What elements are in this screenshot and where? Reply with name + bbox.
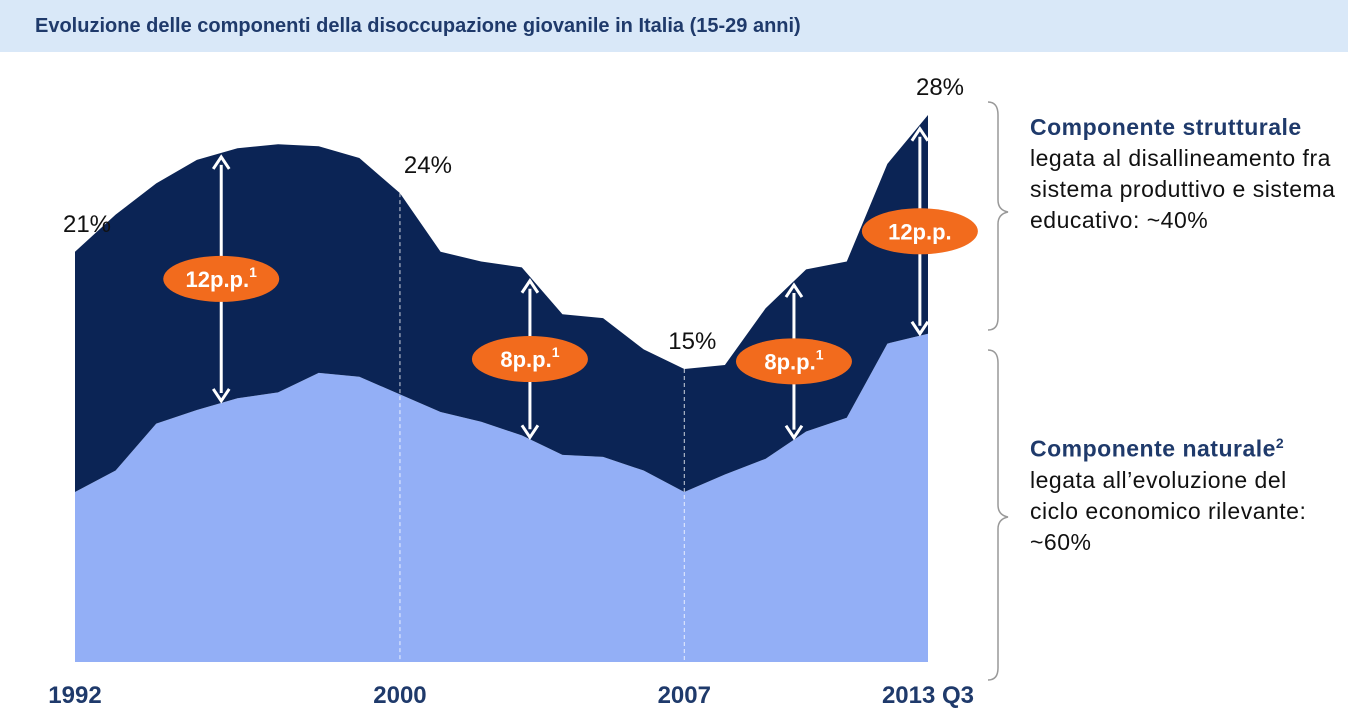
- total-label: 28%: [916, 74, 964, 101]
- x-tick-label: 2013 Q3: [882, 682, 974, 709]
- legend-description: legata al disallineamento fra sistema pr…: [1030, 145, 1336, 233]
- gap-badge: [735, 338, 852, 385]
- legend-label: Componente naturale: [1030, 435, 1276, 462]
- legend-label: Componente strutturale: [1030, 114, 1302, 140]
- gap-badge: [471, 336, 588, 383]
- gap-label-text: 8p.p.: [500, 347, 551, 372]
- gap-badge: [163, 255, 280, 302]
- gap-badge: [861, 208, 978, 255]
- gap-label-text: 8p.p.: [764, 349, 815, 374]
- gap-label: 12p.p.1: [186, 264, 258, 292]
- gap-label: 8p.p.1: [500, 344, 559, 372]
- gap-label-text: 12p.p.: [888, 219, 952, 244]
- legend-sup: 2: [1275, 435, 1285, 451]
- arrow-head: [211, 154, 231, 170]
- gap-label: 8p.p.1: [764, 346, 823, 374]
- legend-entry: Componente strutturale legata al disalli…: [1030, 112, 1342, 236]
- gap-label-sup: 1: [552, 344, 560, 360]
- total-label: 21%: [63, 211, 111, 238]
- x-tick-label: 2000: [373, 682, 426, 709]
- arrow-head: [520, 278, 540, 294]
- area: [75, 115, 928, 493]
- gap-label-sup: 1: [816, 346, 824, 362]
- gap-label: 12p.p.: [888, 219, 952, 244]
- total-label: 15%: [668, 328, 716, 355]
- bracket: [987, 101, 1009, 331]
- chart-title: Evoluzione delle componenti della disocc…: [0, 0, 1348, 52]
- arrow-head: [910, 126, 930, 142]
- legend-entry: Componente naturale2 legata all’evoluzio…: [1030, 428, 1342, 558]
- legend-description: legata all’evoluzione del ciclo economic…: [1030, 466, 1307, 555]
- x-tick-label: 1992: [48, 682, 101, 709]
- total-label: 24%: [404, 152, 452, 179]
- arrow-head: [784, 282, 804, 298]
- arrow-head: [784, 424, 804, 441]
- arrow-head: [910, 320, 930, 337]
- arrow-head: [520, 424, 540, 440]
- x-tick-label: 2007: [658, 682, 711, 709]
- area: [75, 333, 928, 662]
- gap-label-sup: 1: [249, 264, 257, 280]
- gap-label-text: 12p.p.: [186, 267, 250, 292]
- arrow-head: [211, 388, 231, 404]
- bracket: [987, 349, 1009, 681]
